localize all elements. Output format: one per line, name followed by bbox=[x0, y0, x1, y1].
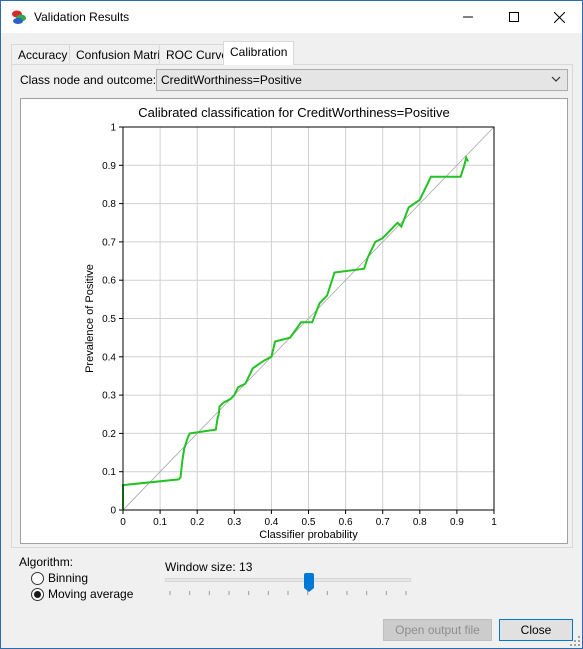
class-node-label: Class node and outcome: bbox=[20, 73, 157, 87]
y-tick-label: 0.8 bbox=[102, 199, 116, 210]
x-tick-label: 0.8 bbox=[413, 517, 427, 528]
radio-selected-dot bbox=[34, 591, 41, 598]
slider-thumb[interactable] bbox=[304, 573, 315, 592]
y-axis-label: Prevalence of Positive bbox=[84, 264, 96, 373]
minimize-icon bbox=[463, 16, 473, 18]
y-tick-label: 0.4 bbox=[102, 352, 116, 363]
maximize-icon bbox=[509, 12, 519, 22]
radio-label-moving-average: Moving average bbox=[48, 587, 134, 601]
tab-accuracy[interactable]: Accuracy bbox=[11, 44, 75, 64]
x-axis-ticks: 0 0.1 0.2 0.3 0.4 0.5 0.6 0.7 0.8 0.9 1 bbox=[120, 510, 497, 528]
maximize-button[interactable] bbox=[491, 1, 537, 33]
app-icon bbox=[12, 10, 26, 24]
y-tick-label: 0.5 bbox=[102, 314, 116, 325]
y-tick-label: 0 bbox=[110, 506, 116, 517]
close-icon bbox=[553, 11, 565, 23]
slider-track bbox=[165, 578, 411, 582]
close-window-button[interactable] bbox=[536, 1, 582, 33]
window-size-slider[interactable] bbox=[165, 572, 413, 596]
class-node-value: CreditWorthiness=Positive bbox=[161, 73, 302, 87]
radio-binning[interactable]: Binning bbox=[31, 571, 141, 587]
calibration-panel: Class node and outcome: CreditWorthiness… bbox=[11, 64, 573, 548]
x-tick-label: 0.2 bbox=[190, 517, 204, 528]
x-tick-label: 0.7 bbox=[376, 517, 390, 528]
x-tick-label: 1 bbox=[491, 517, 497, 528]
radio-label-binning: Binning bbox=[48, 571, 89, 585]
y-tick-label: 0.6 bbox=[102, 276, 116, 287]
calibration-curve bbox=[122, 154, 469, 510]
slider-ticks bbox=[169, 591, 407, 595]
x-tick-label: 0.9 bbox=[450, 517, 464, 528]
close-button[interactable]: Close bbox=[499, 619, 573, 641]
tab-confusion-matrix[interactable]: Confusion Matrix bbox=[69, 44, 174, 64]
y-tick-label: 0.3 bbox=[102, 391, 116, 402]
y-tick-label: 0.2 bbox=[102, 429, 116, 440]
radio-circle-moving-average bbox=[31, 588, 44, 601]
y-tick-label: 0.1 bbox=[102, 467, 116, 478]
algorithm-label: Algorithm: bbox=[19, 555, 74, 569]
chart-title: Calibrated classification for CreditWort… bbox=[138, 105, 450, 120]
tab-calibration[interactable]: Calibration bbox=[223, 41, 295, 65]
open-output-file-button[interactable]: Open output file bbox=[383, 619, 492, 641]
tab-roc-curve[interactable]: ROC Curve bbox=[159, 44, 236, 64]
title-bar[interactable]: Validation Results bbox=[1, 1, 582, 33]
x-tick-label: 0.5 bbox=[302, 517, 316, 528]
x-tick-label: 0 bbox=[120, 517, 126, 528]
class-node-select[interactable]: CreditWorthiness=Positive bbox=[156, 69, 568, 91]
resize-grip-icon[interactable] bbox=[570, 636, 580, 646]
x-tick-label: 0.4 bbox=[264, 517, 278, 528]
y-tick-label: 1 bbox=[110, 123, 116, 134]
x-tick-label: 0.1 bbox=[153, 517, 167, 528]
y-axis-ticks: 0 0.1 0.2 0.3 0.4 0.5 0.6 0.7 0.8 0.9 1 bbox=[102, 123, 123, 517]
radio-moving-average[interactable]: Moving average bbox=[31, 587, 141, 603]
minimize-button[interactable] bbox=[445, 1, 491, 33]
radio-circle-binning bbox=[31, 572, 44, 585]
calibration-chart: Calibrated classification for CreditWort… bbox=[20, 98, 568, 544]
calibration-chart-svg: Calibrated classification for CreditWort… bbox=[84, 105, 497, 541]
x-tick-label: 0.6 bbox=[339, 517, 353, 528]
chevron-down-icon bbox=[551, 76, 561, 82]
x-tick-label: 0.3 bbox=[227, 517, 241, 528]
y-tick-label: 0.7 bbox=[102, 237, 116, 248]
y-tick-label: 0.9 bbox=[102, 161, 116, 172]
x-axis-label: Classifier probability bbox=[259, 529, 358, 541]
window-title: Validation Results bbox=[34, 10, 130, 24]
window-size-label: Window size: 13 bbox=[165, 560, 253, 574]
plot-frame bbox=[122, 126, 495, 511]
